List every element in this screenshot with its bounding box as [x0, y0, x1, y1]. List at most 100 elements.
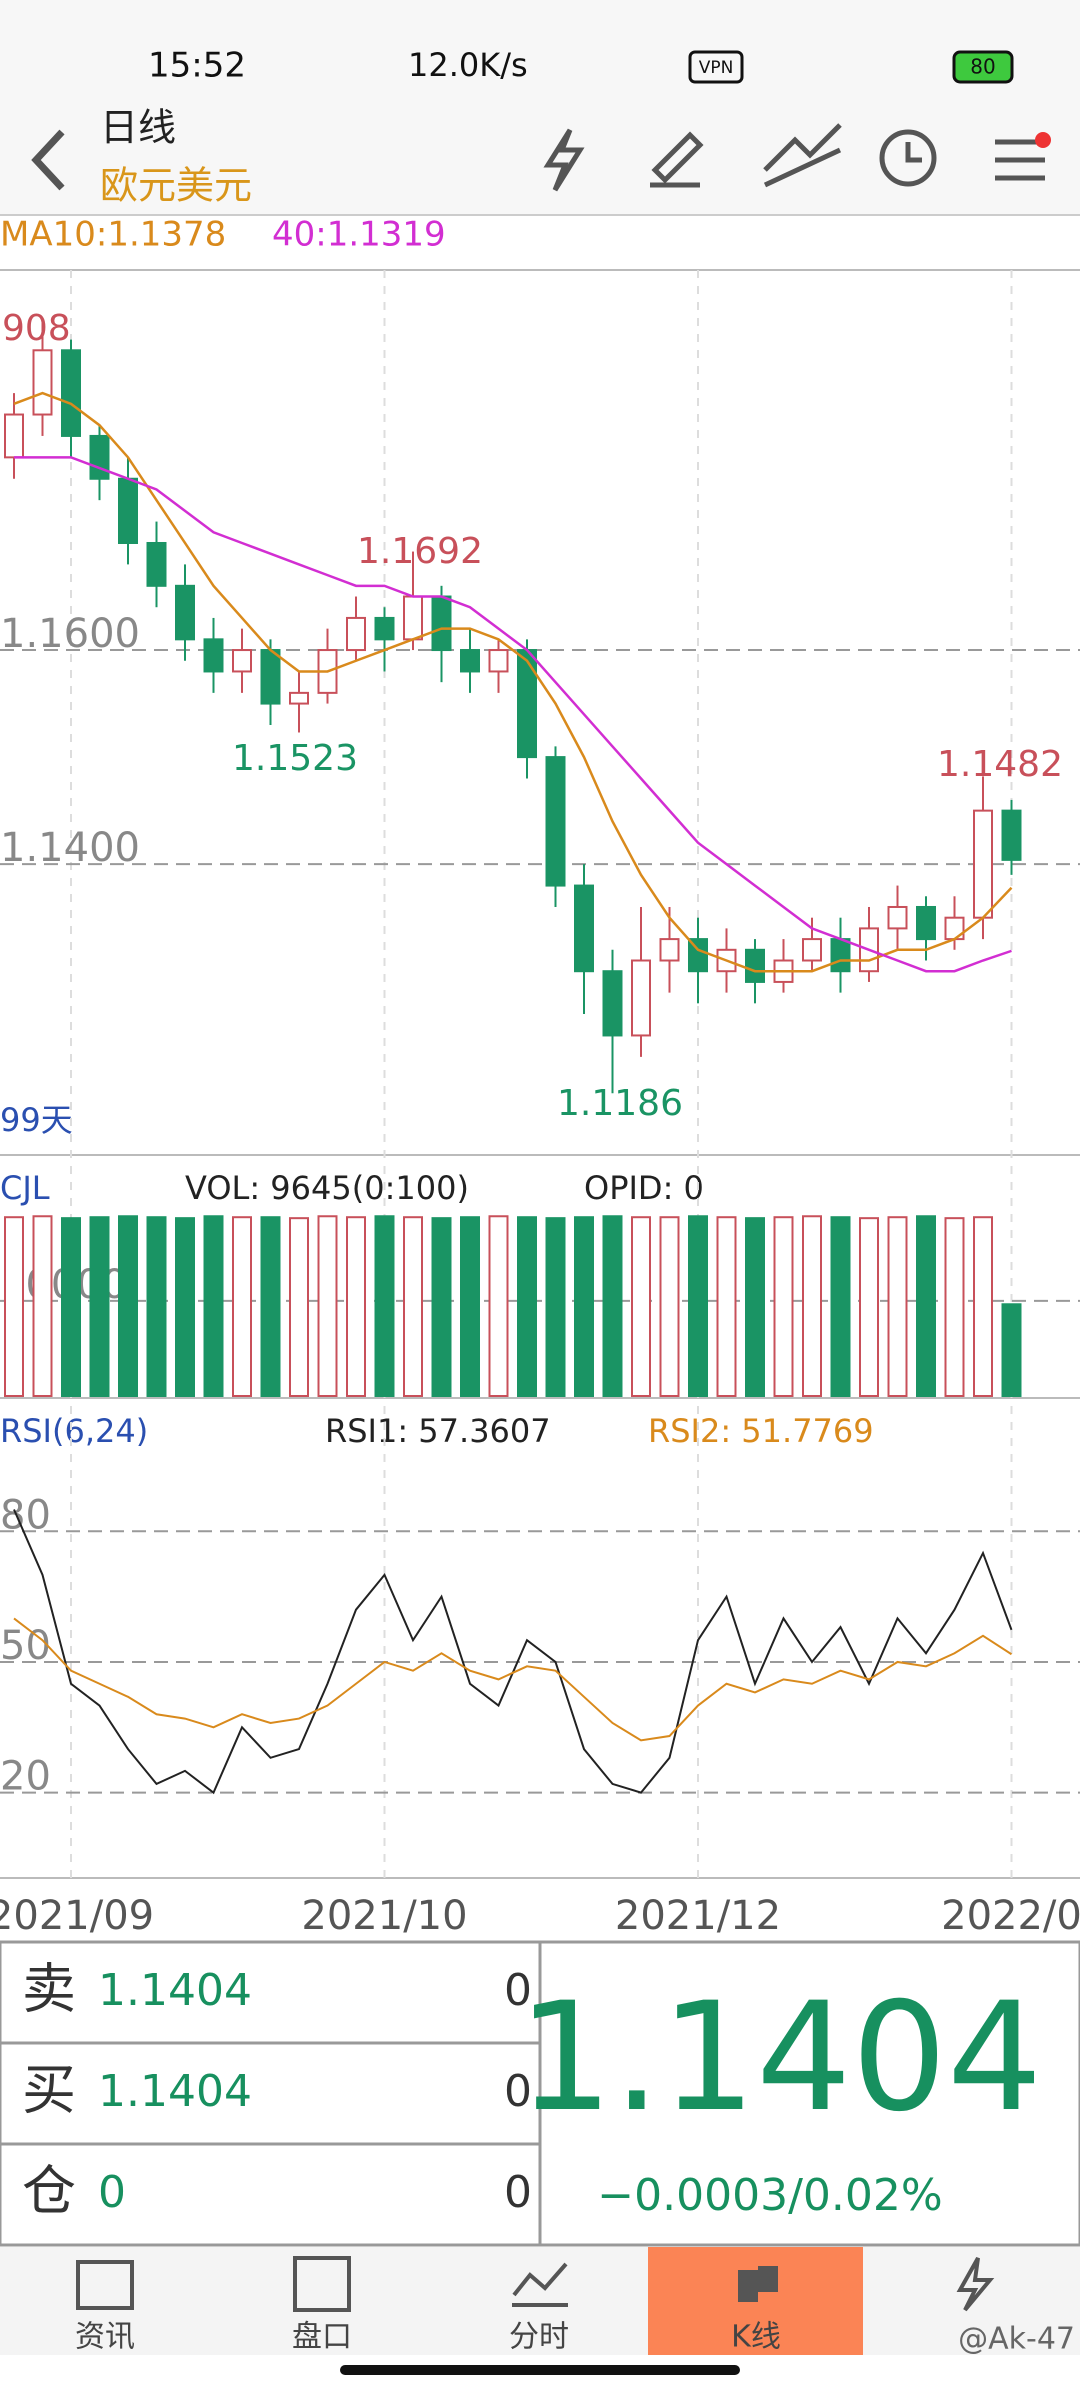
ma40-label: 40:1.1319: [272, 215, 446, 255]
candle-body: [403, 595, 423, 641]
volume-bar: [203, 1215, 224, 1398]
volume-label: CJL: [0, 1169, 50, 1207]
volume-bar: [916, 1215, 936, 1398]
volume-bar: [32, 1215, 53, 1398]
volume-bar: [802, 1215, 822, 1398]
candle-body: [346, 616, 366, 652]
nav-tab[interactable]: 盘口: [292, 2320, 352, 2355]
battery: [952, 50, 1014, 84]
price-annotation: 1.1186: [557, 1083, 683, 1124]
volume-bar: [431, 1217, 452, 1397]
price-change: −0.0003/0.02%: [597, 2170, 942, 2221]
back-button[interactable]: [31, 129, 65, 191]
candle-body: [602, 970, 623, 1037]
volume-bar: [859, 1217, 879, 1397]
candle-body: [659, 938, 680, 962]
volume-bar: [830, 1216, 851, 1397]
ma-line: [14, 456, 1012, 973]
quote-label: 卖: [22, 1958, 76, 2021]
x-tick-label: 2021/10: [301, 1893, 467, 1939]
ma10-label: MA10:1.1378: [0, 215, 226, 255]
candle-body: [89, 434, 110, 480]
volume-bar: [887, 1216, 908, 1397]
home-indicator: [340, 2365, 740, 2375]
vpn-box: [688, 50, 744, 84]
status-time: 15:52: [148, 46, 246, 86]
candle-body: [488, 649, 509, 673]
volume-bar: [1001, 1303, 1022, 1397]
nav-icons: [76, 2256, 995, 2312]
y-tick-label: 1.1600: [0, 611, 140, 657]
top-bar-bg: [0, 0, 1080, 215]
volume-bar: [346, 1216, 366, 1397]
nav-tab[interactable]: K线: [731, 2320, 781, 2355]
candle-body: [887, 905, 908, 930]
nav-bar: [0, 2247, 1080, 2355]
quote-qty: 0: [504, 2066, 532, 2117]
volume-bar: [118, 1215, 138, 1398]
price-annotation: 1.1482: [937, 744, 1063, 785]
candle-body: [374, 616, 395, 641]
candle-body: [745, 948, 765, 983]
candle-body: [1001, 809, 1022, 861]
volume-bar: [944, 1217, 965, 1397]
candle-body: [916, 905, 936, 941]
quote-label: 仓: [22, 2160, 76, 2223]
candle-body: [973, 809, 993, 919]
volume-bar: [659, 1216, 680, 1397]
volume-bar: [574, 1216, 594, 1397]
y-tick-label: 50: [0, 1623, 51, 1669]
notification-dot: [1035, 132, 1051, 148]
volume-bar: [4, 1216, 24, 1397]
rsi1-legend: RSI1: 57.3607: [325, 1412, 551, 1450]
rsi-label: RSI(6,24): [0, 1412, 148, 1450]
candle-body: [32, 349, 53, 416]
ma-line: [13, 391, 1013, 973]
nav-tab[interactable]: 分时: [509, 2320, 569, 2355]
volume-bar: [403, 1216, 423, 1397]
header-title: 日线: [100, 106, 176, 150]
candle-body: [61, 349, 81, 437]
volume-bar: [773, 1216, 794, 1397]
volume-bar: [602, 1215, 623, 1398]
candle-body: [175, 584, 195, 641]
volume-opid: OPID: 0: [584, 1169, 704, 1207]
period-label: 99天: [0, 1101, 73, 1139]
quote-price: 1.1404: [98, 1965, 252, 2016]
status-speed: 12.0K/s: [408, 46, 528, 84]
volume-bar: [146, 1216, 167, 1397]
status-battery: 80: [970, 55, 995, 79]
candle-body: [118, 477, 138, 544]
volume-bar: [545, 1217, 566, 1397]
volume-bar: [517, 1216, 537, 1397]
watermark: @Ak-47: [958, 2322, 1075, 2357]
candle-body: [631, 959, 651, 1037]
candle-body: [4, 413, 24, 459]
candle-body: [146, 541, 167, 587]
volume-bar: [973, 1216, 993, 1397]
nav-tab[interactable]: 资讯: [75, 2320, 135, 2355]
quote-qty: 0: [504, 1965, 532, 2016]
y-tick-label: 80: [0, 1492, 51, 1538]
y-tick-label: 1.1400: [0, 825, 140, 871]
quote-price: 1.1404: [98, 2066, 252, 2117]
candle-body: [460, 649, 480, 673]
x-tick-label: 2021/09: [0, 1893, 154, 1939]
volume-bar: [631, 1216, 651, 1397]
volume-bar: [745, 1217, 765, 1397]
candle-body: [688, 938, 708, 973]
candle-body: [802, 938, 822, 962]
volume-bar: [688, 1215, 708, 1398]
x-tick-label: 2021/12: [615, 1893, 781, 1939]
quote-label: 买: [22, 2059, 76, 2122]
volume-info: VOL: 9645(0:100): [185, 1169, 469, 1207]
volume-bar: [460, 1216, 480, 1397]
volume-bar: [232, 1216, 252, 1397]
candle-body: [830, 938, 851, 973]
volume-bar: [488, 1215, 509, 1398]
quote-qty: 0: [504, 2167, 532, 2218]
candle-body: [289, 691, 309, 705]
candle-body: [203, 638, 224, 673]
y-tick-label: 20: [0, 1754, 51, 1800]
